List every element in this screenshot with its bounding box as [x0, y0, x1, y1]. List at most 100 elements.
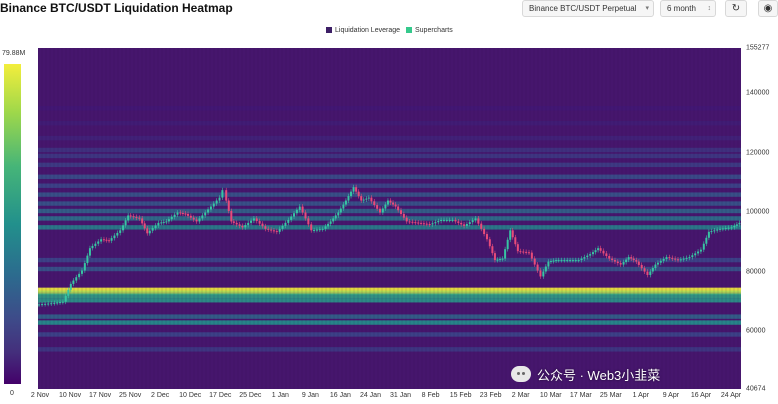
candle — [674, 258, 677, 260]
candle — [448, 219, 451, 221]
candle — [247, 222, 250, 226]
candle — [519, 251, 522, 253]
candle — [710, 231, 713, 233]
candle — [580, 258, 583, 261]
candle — [440, 219, 443, 222]
candle — [589, 254, 592, 256]
candle — [625, 259, 628, 263]
candle — [496, 259, 499, 261]
candle — [141, 218, 144, 224]
candle — [189, 215, 192, 218]
candle — [344, 200, 347, 205]
candle — [179, 212, 182, 214]
candle — [64, 295, 67, 302]
candle — [602, 250, 605, 254]
candle — [434, 222, 437, 224]
candle — [225, 190, 228, 201]
candle — [627, 257, 630, 260]
exchange-select-label: Binance BTC/USDT Perpetual — [529, 4, 637, 13]
candle — [235, 222, 238, 225]
candle — [414, 222, 417, 224]
candle — [350, 191, 353, 197]
liquidation-band — [38, 290, 741, 296]
candle — [577, 260, 580, 262]
candle — [110, 238, 113, 241]
candle — [605, 253, 608, 256]
candle — [682, 258, 685, 260]
candle — [516, 244, 519, 252]
candle — [318, 229, 321, 231]
candle — [154, 225, 157, 229]
candle — [613, 260, 616, 262]
candle — [571, 260, 574, 262]
candle — [221, 190, 224, 198]
candle — [688, 257, 691, 259]
candle — [733, 225, 736, 228]
candle — [44, 303, 47, 305]
candle — [697, 251, 700, 254]
candle — [685, 257, 688, 259]
candle — [230, 210, 233, 222]
liquidation-band — [38, 174, 741, 179]
candle — [493, 253, 496, 261]
candle — [272, 230, 275, 232]
candle — [342, 204, 345, 209]
candle — [727, 227, 730, 229]
candle — [275, 231, 278, 233]
exchange-select[interactable]: Binance BTC/USDT Perpetual ▾ — [522, 0, 654, 17]
candle — [167, 219, 170, 222]
candle — [192, 217, 195, 220]
candle — [463, 224, 466, 226]
candle — [138, 217, 141, 219]
chart-legend: Liquidation Leverage Supercharts — [326, 27, 459, 34]
legend-item[interactable]: Supercharts — [406, 27, 453, 34]
liquidation-band — [38, 135, 741, 141]
candle — [552, 260, 555, 262]
candle — [278, 228, 281, 232]
candle — [506, 239, 509, 250]
x-tick-label: 10 Dec — [179, 392, 202, 399]
liquidation-band — [38, 314, 741, 319]
refresh-button[interactable]: ↻ — [725, 0, 747, 17]
x-tick-label: 31 Jan — [390, 392, 412, 399]
candle — [702, 243, 705, 250]
candle — [324, 226, 327, 229]
candle — [527, 252, 530, 254]
candle — [654, 264, 657, 269]
candle — [250, 220, 253, 223]
colorbar — [4, 64, 21, 384]
candle — [713, 230, 716, 232]
y-tick-label: 120000 — [746, 149, 770, 157]
heatmap-plot[interactable] — [38, 48, 741, 389]
candle — [707, 231, 710, 238]
liquidation-band — [38, 320, 741, 325]
candle — [270, 229, 273, 231]
candle — [337, 212, 340, 216]
candle — [162, 221, 165, 223]
legend-item[interactable]: Liquidation Leverage — [326, 27, 400, 34]
candle — [563, 260, 566, 262]
screenshot-button[interactable]: ◉ — [758, 0, 778, 17]
x-tick-label: 10 Mar — [539, 392, 562, 399]
candle — [67, 289, 70, 296]
candle — [38, 304, 40, 306]
candle — [488, 239, 491, 247]
candle — [352, 187, 355, 192]
candle — [157, 222, 160, 226]
candle — [536, 264, 539, 271]
liquidation-band — [38, 257, 741, 263]
candle — [586, 255, 589, 258]
candle — [451, 219, 454, 221]
candle — [75, 277, 78, 281]
candle — [293, 213, 296, 217]
candle — [284, 222, 287, 226]
candle — [501, 258, 504, 260]
x-tick-label: 1 Apr — [632, 392, 650, 399]
liquidation-band — [38, 183, 741, 188]
candle — [665, 257, 668, 259]
candle — [61, 301, 64, 303]
y-tick-label: 140000 — [746, 89, 770, 97]
range-select[interactable]: 6 month ↕ — [660, 0, 716, 17]
candle — [730, 227, 733, 229]
candle — [405, 217, 408, 222]
